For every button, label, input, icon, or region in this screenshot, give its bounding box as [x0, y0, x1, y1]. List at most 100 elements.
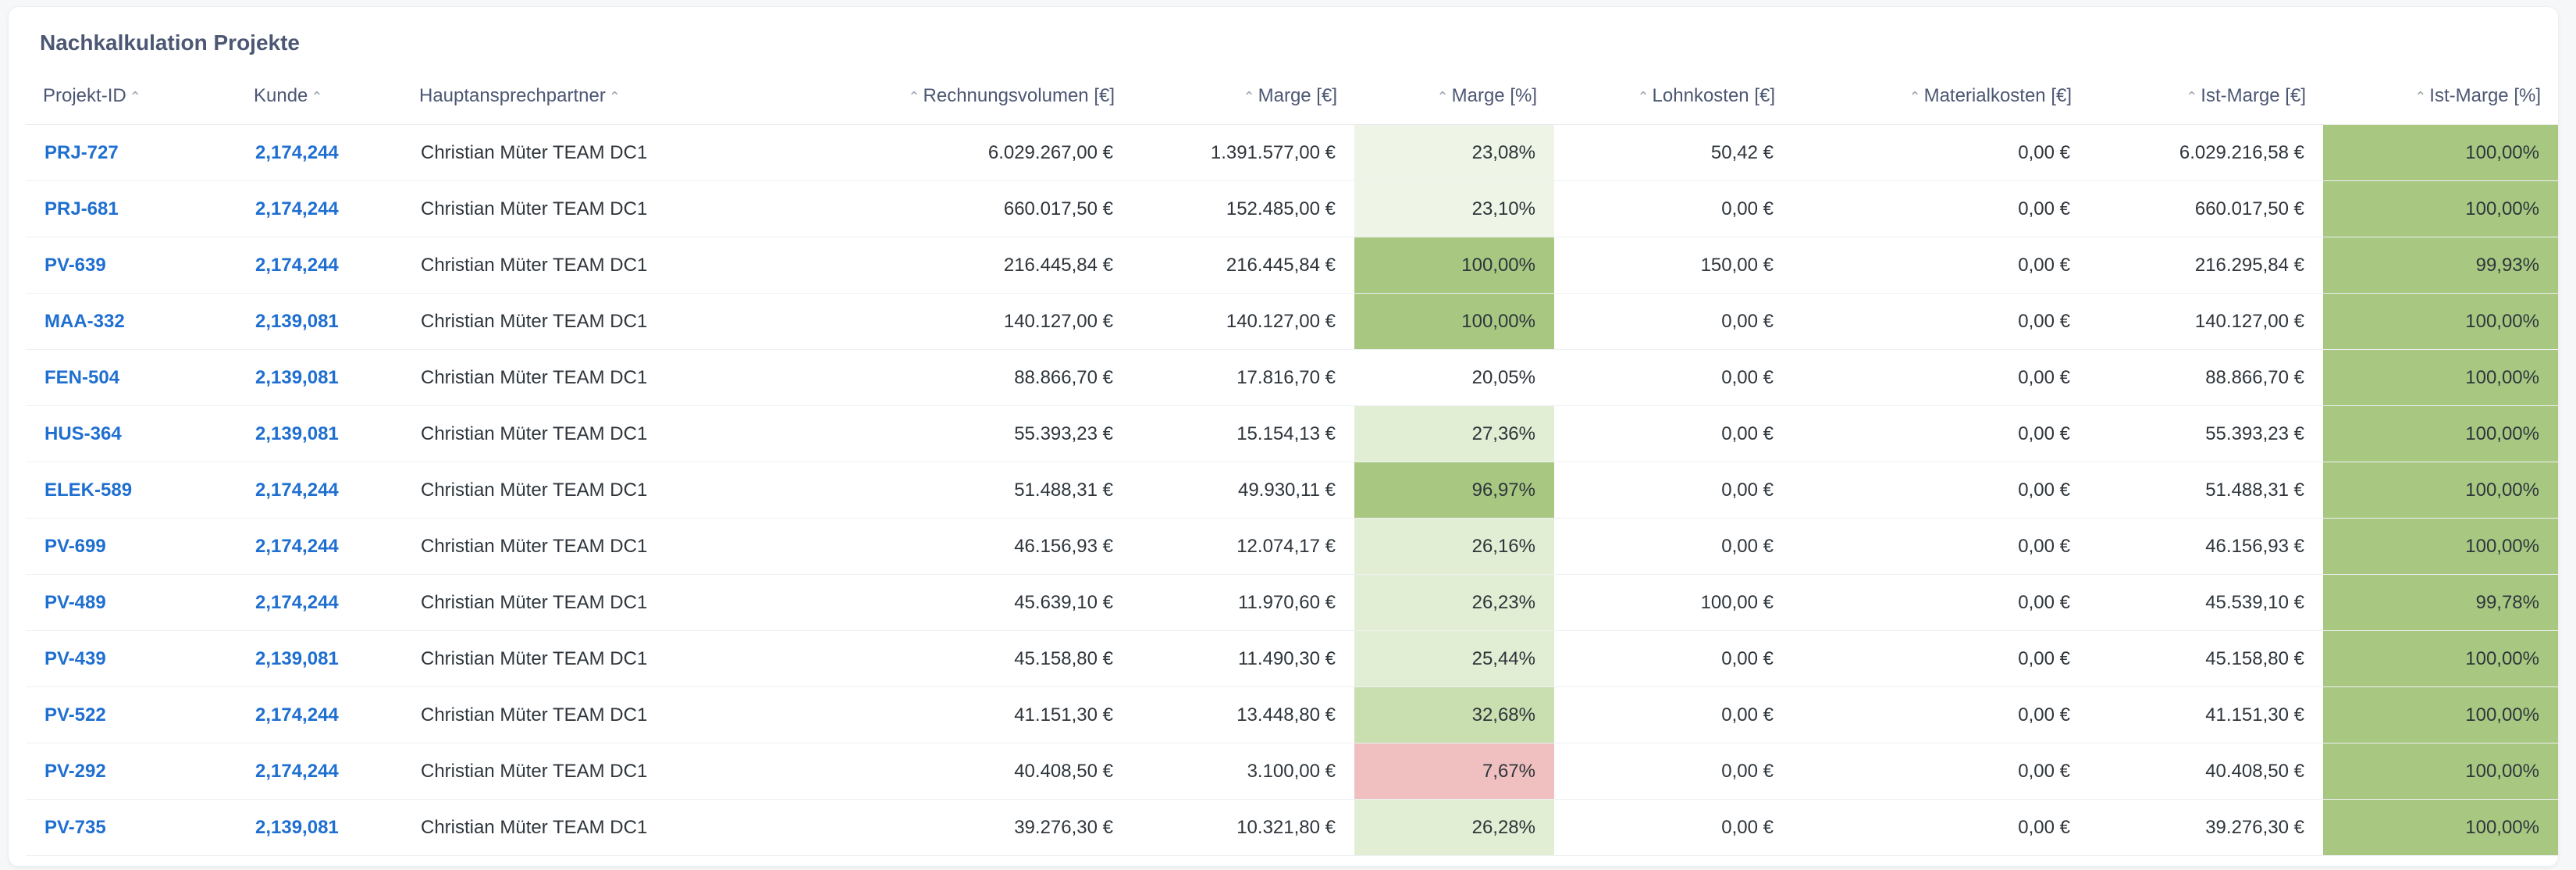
cell-marge-pct: 27,36%: [1354, 405, 1554, 462]
table-row: PV-639 2,174,244 Christian Müter TEAM DC1 2…: [26, 237, 2558, 294]
sort-arrow-icon[interactable]: ⌃: [2414, 89, 2427, 105]
sort-arrow-icon[interactable]: ⌃: [129, 89, 141, 105]
cell-ist-marge-pct: 100,00%: [2323, 405, 2558, 462]
cell-marge-pct: 96,97%: [1354, 462, 1554, 519]
cell-rechnungsvolumen: 45.639,10 €: [820, 574, 1132, 631]
cell-projekt-id[interactable]: PV-522: [26, 686, 237, 743]
cell-projekt-id[interactable]: HUS-364: [26, 405, 237, 462]
cell-marge-eur: 11.490,30 €: [1132, 630, 1354, 687]
projects-table: Projekt-ID ⌃ Kunde ⌃ Hauptansprechpartner ⌃ ⌃ R…: [26, 68, 2558, 856]
cell-marge-eur: 17.816,70 €: [1132, 349, 1354, 406]
sort-arrow-icon[interactable]: ⌃: [1436, 89, 1449, 105]
cell-hauptansprechpartner: Christian Müter TEAM DC1: [402, 405, 820, 462]
cell-projekt-id[interactable]: PV-735: [26, 799, 237, 856]
cell-kunde[interactable]: 2,174,244: [237, 124, 402, 181]
sort-arrow-icon[interactable]: ⌃: [1909, 89, 1921, 105]
cell-kunde[interactable]: 2,139,081: [237, 405, 402, 462]
cell-marge-pct: 26,28%: [1354, 799, 1554, 856]
sort-arrow-icon[interactable]: ⌃: [608, 89, 621, 105]
cell-projekt-id[interactable]: PV-489: [26, 574, 237, 631]
cell-projekt-id[interactable]: PRJ-727: [26, 124, 237, 181]
cell-materialkosten: 0,00 €: [1792, 518, 2089, 575]
cell-kunde[interactable]: 2,174,244: [237, 743, 402, 800]
cell-ist-marge-pct: 100,00%: [2323, 743, 2558, 800]
cell-rechnungsvolumen: 39.276,30 €: [820, 799, 1132, 856]
column-header-ist-marge-eur[interactable]: ⌃ Ist-Marge [€]: [2089, 68, 2323, 125]
column-header-hauptansprechpartner[interactable]: Hauptansprechpartner ⌃: [402, 68, 820, 125]
column-header-label: Marge [%]: [1451, 85, 1537, 106]
column-header-kunde[interactable]: Kunde ⌃: [237, 68, 402, 125]
cell-lohnkosten: 0,00 €: [1554, 630, 1792, 687]
cell-projekt-id[interactable]: MAA-332: [26, 293, 237, 350]
cell-kunde[interactable]: 2,139,081: [237, 799, 402, 856]
cell-lohnkosten: 50,42 €: [1554, 124, 1792, 181]
table-body: PRJ-727 2,174,244 Christian Müter TEAM DC1…: [26, 124, 2558, 856]
table-row: ELEK-589 2,174,244 Christian Müter TEAM DC…: [26, 462, 2558, 519]
sort-arrow-icon[interactable]: ⌃: [2186, 89, 2198, 105]
cell-ist-marge-eur: 140.127,00 €: [2089, 293, 2323, 350]
column-header-label: Ist-Marge [%]: [2429, 85, 2541, 106]
cell-ist-marge-pct: 100,00%: [2323, 630, 2558, 687]
column-header-projekt-id[interactable]: Projekt-ID ⌃: [26, 68, 237, 125]
cell-ist-marge-eur: 39.276,30 €: [2089, 799, 2323, 856]
cell-materialkosten: 0,00 €: [1792, 743, 2089, 800]
sort-arrow-icon[interactable]: ⌃: [1243, 89, 1255, 105]
sort-arrow-icon[interactable]: ⌃: [311, 89, 323, 105]
cell-kunde[interactable]: 2,174,244: [237, 518, 402, 575]
cell-hauptansprechpartner: Christian Müter TEAM DC1: [402, 686, 820, 743]
column-header-label: Kunde: [254, 85, 308, 106]
cell-kunde[interactable]: 2,174,244: [237, 180, 402, 237]
cell-kunde[interactable]: 2,174,244: [237, 686, 402, 743]
table-row: FEN-504 2,139,081 Christian Müter TEAM DC1…: [26, 349, 2558, 406]
cell-marge-pct: 23,10%: [1354, 180, 1554, 237]
column-header-label: Lohnkosten [€]: [1652, 85, 1775, 106]
column-header-lohnkosten[interactable]: ⌃ Lohnkosten [€]: [1554, 68, 1792, 125]
cell-materialkosten: 0,00 €: [1792, 405, 2089, 462]
cell-projekt-id[interactable]: FEN-504: [26, 349, 237, 406]
cell-projekt-id[interactable]: PRJ-681: [26, 180, 237, 237]
column-header-materialkosten[interactable]: ⌃ Materialkosten [€]: [1792, 68, 2089, 125]
column-header-ist-marge-pct[interactable]: ⌃ Ist-Marge [%]: [2323, 68, 2558, 125]
cell-ist-marge-pct: 100,00%: [2323, 462, 2558, 519]
cell-kunde[interactable]: 2,174,244: [237, 574, 402, 631]
column-header-label: Materialkosten [€]: [1923, 85, 2072, 106]
cell-ist-marge-pct: 100,00%: [2323, 686, 2558, 743]
cell-hauptansprechpartner: Christian Müter TEAM DC1: [402, 799, 820, 856]
sort-arrow-icon[interactable]: ⌃: [908, 89, 920, 105]
sort-arrow-icon[interactable]: ⌃: [1637, 89, 1649, 105]
cell-hauptansprechpartner: Christian Müter TEAM DC1: [402, 630, 820, 687]
cell-projekt-id[interactable]: PV-699: [26, 518, 237, 575]
cell-projekt-id[interactable]: PV-292: [26, 743, 237, 800]
cell-kunde[interactable]: 2,139,081: [237, 630, 402, 687]
cell-hauptansprechpartner: Christian Müter TEAM DC1: [402, 293, 820, 350]
column-header-marge-pct[interactable]: ⌃ Marge [%]: [1354, 68, 1554, 125]
cell-kunde[interactable]: 2,174,244: [237, 237, 402, 294]
table-row: HUS-364 2,139,081 Christian Müter TEAM DC1…: [26, 405, 2558, 462]
cell-rechnungsvolumen: 40.408,50 €: [820, 743, 1132, 800]
column-header-rechnungsvolumen[interactable]: ⌃ Rechnungsvolumen [€]: [820, 68, 1132, 125]
cell-rechnungsvolumen: 6.029.267,00 €: [820, 124, 1132, 181]
cell-hauptansprechpartner: Christian Müter TEAM DC1: [402, 237, 820, 294]
cell-kunde[interactable]: 2,139,081: [237, 349, 402, 406]
cell-ist-marge-eur: 216.295,84 €: [2089, 237, 2323, 294]
column-header-label: Ist-Marge [€]: [2201, 85, 2306, 106]
cell-kunde[interactable]: 2,174,244: [237, 462, 402, 519]
table-row: PRJ-727 2,174,244 Christian Müter TEAM DC1…: [26, 124, 2558, 181]
cell-projekt-id[interactable]: ELEK-589: [26, 462, 237, 519]
cell-kunde[interactable]: 2,139,081: [237, 293, 402, 350]
cell-marge-eur: 49.930,11 €: [1132, 462, 1354, 519]
table-row: PV-699 2,174,244 Christian Müter TEAM DC1 4…: [26, 518, 2558, 575]
table-header: Projekt-ID ⌃ Kunde ⌃ Hauptansprechpartner ⌃ ⌃ R…: [26, 68, 2558, 125]
cell-lohnkosten: 0,00 €: [1554, 799, 1792, 856]
column-header-marge-eur[interactable]: ⌃ Marge [€]: [1132, 68, 1354, 125]
cell-ist-marge-pct: 100,00%: [2323, 349, 2558, 406]
cell-projekt-id[interactable]: PV-639: [26, 237, 237, 294]
cell-marge-pct: 26,16%: [1354, 518, 1554, 575]
cell-lohnkosten: 0,00 €: [1554, 180, 1792, 237]
table-row: PV-735 2,139,081 Christian Müter TEAM DC1 3…: [26, 799, 2558, 856]
cell-rechnungsvolumen: 41.151,30 €: [820, 686, 1132, 743]
cell-rechnungsvolumen: 216.445,84 €: [820, 237, 1132, 294]
cell-projekt-id[interactable]: PV-439: [26, 630, 237, 687]
cell-ist-marge-eur: 88.866,70 €: [2089, 349, 2323, 406]
cell-materialkosten: 0,00 €: [1792, 574, 2089, 631]
